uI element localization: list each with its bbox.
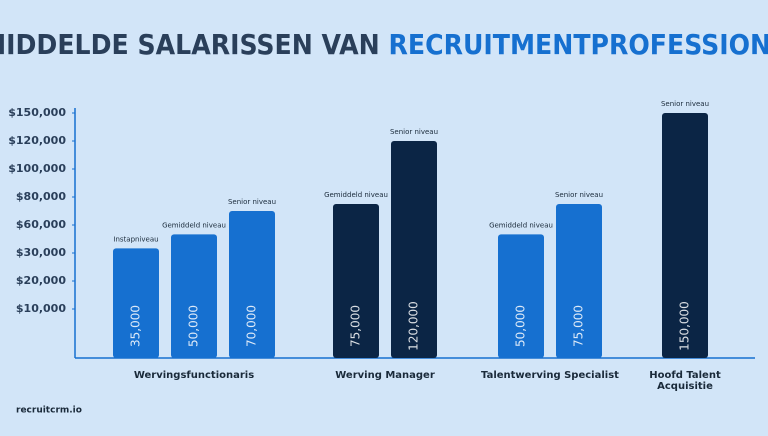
bar [229, 211, 275, 358]
bar-level-label: Gemiddeld niveau [489, 221, 553, 229]
y-tick-label: $150,000 [8, 106, 66, 119]
value-label: 120,000 [407, 301, 421, 351]
y-tick-label: $60,000 [16, 218, 66, 231]
x-tick-label: Werving Manager [335, 370, 435, 381]
x-tick-label: Hoofd Talent Acquisitie [649, 370, 721, 392]
bar [556, 204, 602, 358]
bar-level-label: Gemiddeld niveau [324, 191, 388, 199]
value-label: 50,000 [514, 305, 528, 347]
x-tick-label: Wervingsfunctionaris [134, 370, 254, 381]
chart-title: GEMIDDELDE SALARISSEN VAN RECRUITMENTPRO… [0, 28, 768, 61]
value-label: 50,000 [187, 305, 201, 347]
bar [171, 234, 217, 358]
bar-level-label: Senior niveau [555, 191, 603, 199]
bar-level-label: Senior niveau [228, 198, 276, 206]
x-tick-label: Talentwerving Specialist [481, 370, 619, 381]
bar-level-label: Instapniveau [113, 235, 158, 243]
y-tick-label: $20,000 [16, 274, 66, 287]
bar [333, 204, 379, 358]
y-tick-label: $30,000 [16, 246, 66, 259]
bar [391, 141, 437, 358]
bar-level-label: Senior niveau [661, 100, 709, 108]
title-main: GEMIDDELDE SALARISSEN VAN [0, 28, 380, 61]
y-tick-label: $120,000 [8, 134, 66, 147]
bar-level-label: Gemiddeld niveau [162, 221, 226, 229]
bar [662, 113, 708, 358]
y-tick-label: $10,000 [16, 302, 66, 315]
value-label: 150,000 [678, 301, 692, 351]
y-tick-label: $100,000 [8, 162, 66, 175]
value-label: 75,000 [572, 305, 586, 347]
value-label: 35,000 [129, 305, 143, 347]
value-label: 70,000 [245, 305, 259, 347]
bar-level-label: Senior niveau [390, 128, 438, 136]
source: recruitcrm.io [16, 406, 82, 416]
title-highlight: RECRUITMENTPROFESSIONALS [388, 28, 768, 61]
value-label: 75,000 [349, 305, 363, 347]
bar [113, 248, 159, 358]
y-tick-label: $80,000 [16, 190, 66, 203]
bar [498, 234, 544, 358]
